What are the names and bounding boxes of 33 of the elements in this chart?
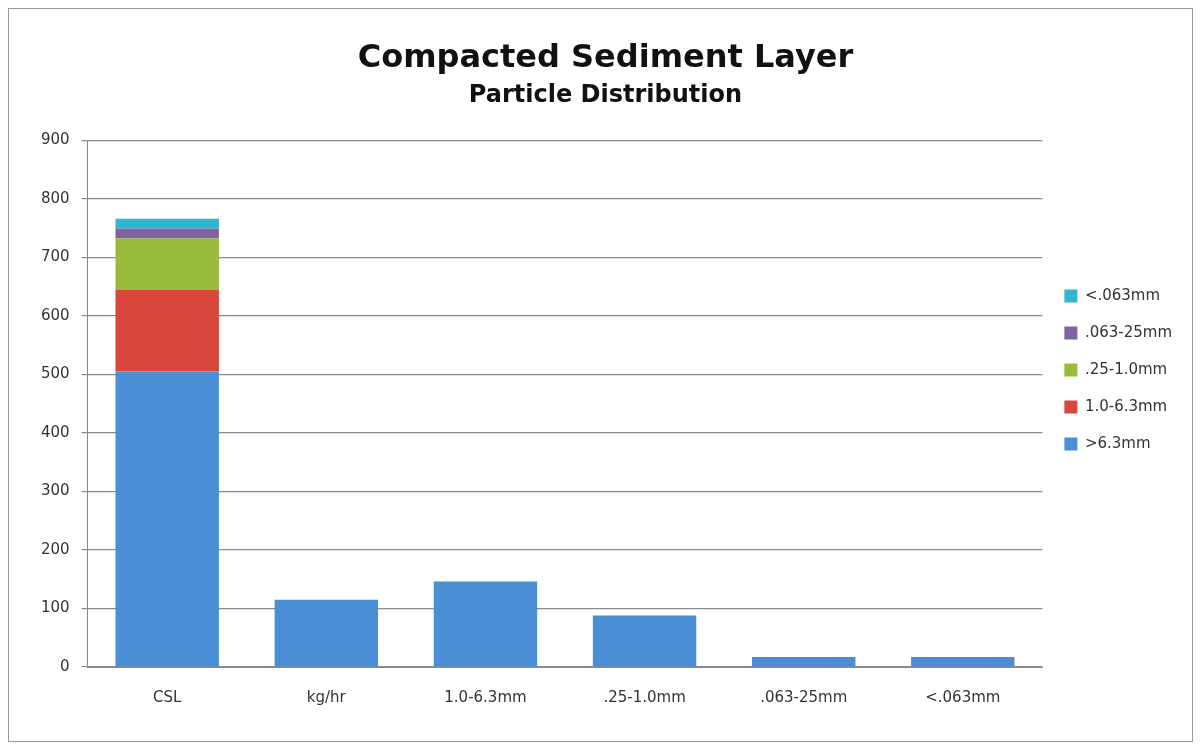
bar <box>433 581 538 667</box>
bar <box>592 615 697 667</box>
y-tick-label: 700 <box>40 247 70 266</box>
y-tick-label: 200 <box>40 539 70 558</box>
bar <box>751 657 856 667</box>
x-tick-label: CSL <box>153 687 183 706</box>
bar <box>911 657 1015 667</box>
x-tick-label: 1.0-6.3mm <box>444 687 527 706</box>
bar <box>274 599 379 667</box>
y-tick-label: 900 <box>40 130 70 149</box>
chart-title: Compacted Sediment Layer <box>357 36 854 75</box>
y-tick-label: 300 <box>40 481 70 500</box>
y-tick-label: 400 <box>40 422 70 441</box>
chart-subtitle: Particle Distribution <box>468 80 743 109</box>
legend-label: >6.3mm <box>1084 433 1151 452</box>
legend-label: 1.0-6.3mm <box>1084 396 1168 415</box>
x-tick-label: kg/hr <box>306 687 347 706</box>
y-tick-label: 0 <box>60 656 70 675</box>
x-tick-label: .25-1.0mm <box>603 687 686 706</box>
bar <box>115 289 219 372</box>
y-tick-label: 500 <box>40 364 70 383</box>
legend-label: .25-1.0mm <box>1084 359 1168 378</box>
bar <box>115 228 219 239</box>
legend-label: .063-25mm <box>1084 322 1172 341</box>
bar <box>115 371 219 667</box>
x-tick-label: .063-25mm <box>760 687 848 706</box>
bar <box>115 218 219 229</box>
y-tick-label: 100 <box>40 598 70 617</box>
bar <box>115 238 219 290</box>
y-tick-label: 800 <box>40 188 70 207</box>
y-tick-label: 600 <box>40 305 70 324</box>
legend-label: <.063mm <box>1084 285 1161 304</box>
x-tick-label: <.063mm <box>925 687 1001 706</box>
